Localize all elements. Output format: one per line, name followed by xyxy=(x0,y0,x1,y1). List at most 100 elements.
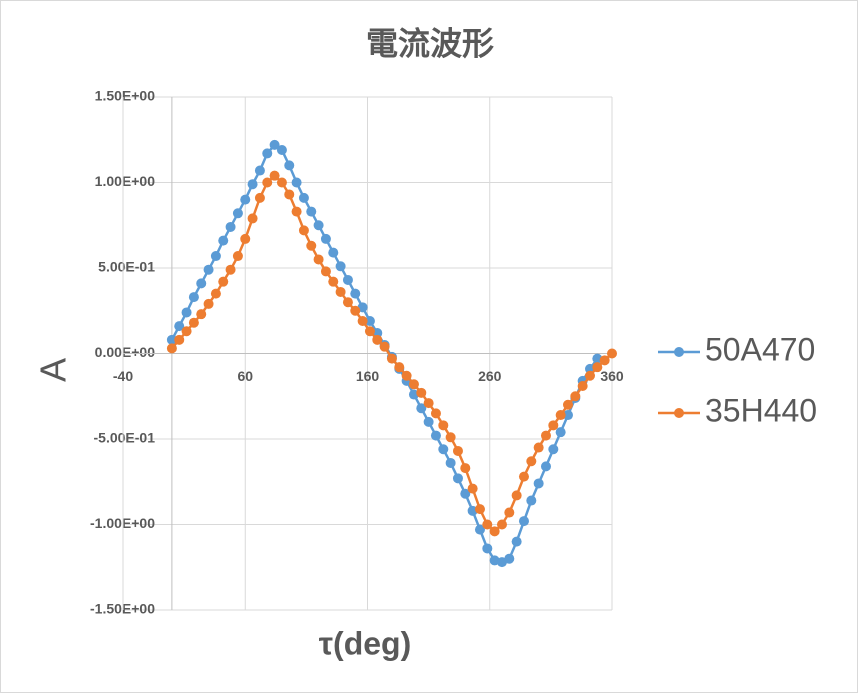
data-point xyxy=(548,444,559,455)
data-point xyxy=(394,362,405,373)
data-point xyxy=(284,189,295,200)
x-tick-label: 260 xyxy=(478,368,502,384)
data-point xyxy=(335,261,346,272)
data-point xyxy=(181,307,192,318)
legend-label: 50A470 xyxy=(705,331,815,367)
data-point xyxy=(533,442,544,453)
data-point xyxy=(269,170,280,181)
data-point xyxy=(298,225,309,236)
data-point xyxy=(430,408,441,419)
data-point xyxy=(416,403,427,414)
data-point xyxy=(357,316,368,327)
data-point xyxy=(408,379,419,390)
x-tick-label: 360 xyxy=(600,368,624,384)
data-point xyxy=(592,362,603,373)
data-point xyxy=(254,192,265,203)
data-point xyxy=(254,165,265,176)
legend-marker xyxy=(674,347,684,357)
data-point xyxy=(174,321,185,332)
data-point xyxy=(188,317,199,328)
data-point xyxy=(240,233,251,244)
data-point xyxy=(232,251,243,262)
data-point xyxy=(445,457,456,468)
data-point xyxy=(320,266,331,277)
data-point xyxy=(342,274,353,285)
data-point xyxy=(166,334,177,345)
data-point xyxy=(423,398,434,409)
data-point xyxy=(607,348,617,359)
data-point xyxy=(240,194,251,205)
data-point xyxy=(548,420,559,431)
data-point xyxy=(438,444,449,455)
data-point xyxy=(166,343,177,354)
y-axis-label: A xyxy=(33,358,74,382)
data-point xyxy=(335,286,346,297)
data-point xyxy=(533,478,544,489)
chart-title: 電流波形 xyxy=(366,25,494,61)
data-point xyxy=(584,370,595,381)
data-point xyxy=(328,276,339,287)
data-point xyxy=(474,504,485,515)
data-point xyxy=(496,519,507,530)
legend-label: 35H440 xyxy=(705,392,817,428)
y-tick-label: 5.00E-01 xyxy=(98,259,155,275)
data-point xyxy=(526,495,537,506)
data-point xyxy=(540,461,551,472)
data-point xyxy=(284,160,295,171)
data-point xyxy=(599,355,610,366)
legend-marker xyxy=(674,408,684,418)
data-point xyxy=(276,145,287,156)
y-tick-label: 1.00E+00 xyxy=(95,173,156,189)
data-point xyxy=(555,427,566,438)
data-point xyxy=(232,208,243,219)
data-point xyxy=(218,276,229,287)
data-point xyxy=(225,264,236,275)
data-point xyxy=(401,370,412,381)
data-point xyxy=(504,507,515,518)
data-point xyxy=(526,456,537,467)
data-point xyxy=(174,334,185,345)
data-point xyxy=(313,220,324,231)
data-point xyxy=(423,416,434,427)
data-point xyxy=(306,206,317,217)
data-point xyxy=(364,316,375,327)
data-point xyxy=(386,353,397,364)
data-point xyxy=(247,179,258,190)
data-point xyxy=(379,341,390,352)
data-point xyxy=(570,391,581,402)
data-point xyxy=(328,247,339,258)
data-point xyxy=(188,292,199,303)
data-point xyxy=(196,278,207,289)
data-point xyxy=(291,206,302,217)
data-point xyxy=(555,410,566,421)
data-point xyxy=(342,297,353,308)
data-point xyxy=(518,471,529,482)
data-point xyxy=(262,148,273,159)
data-point xyxy=(482,519,493,530)
data-point xyxy=(460,488,471,499)
data-point xyxy=(474,524,485,535)
x-axis-label: τ(deg) xyxy=(319,625,411,661)
data-point xyxy=(269,139,280,150)
data-point xyxy=(540,430,551,441)
data-point xyxy=(460,463,471,474)
data-point xyxy=(210,288,221,299)
data-point xyxy=(262,177,273,188)
data-point xyxy=(452,445,463,456)
data-point xyxy=(298,192,309,203)
data-point xyxy=(350,288,361,299)
data-point xyxy=(482,543,493,554)
data-point xyxy=(291,177,302,188)
data-point xyxy=(364,326,375,337)
data-point xyxy=(372,334,383,345)
data-point xyxy=(577,380,588,391)
data-point xyxy=(518,516,529,527)
data-point xyxy=(320,233,331,244)
x-tick-label: 60 xyxy=(237,368,253,384)
data-point xyxy=(562,399,573,410)
data-point xyxy=(511,536,522,547)
data-point xyxy=(504,553,515,564)
data-point xyxy=(306,240,317,251)
